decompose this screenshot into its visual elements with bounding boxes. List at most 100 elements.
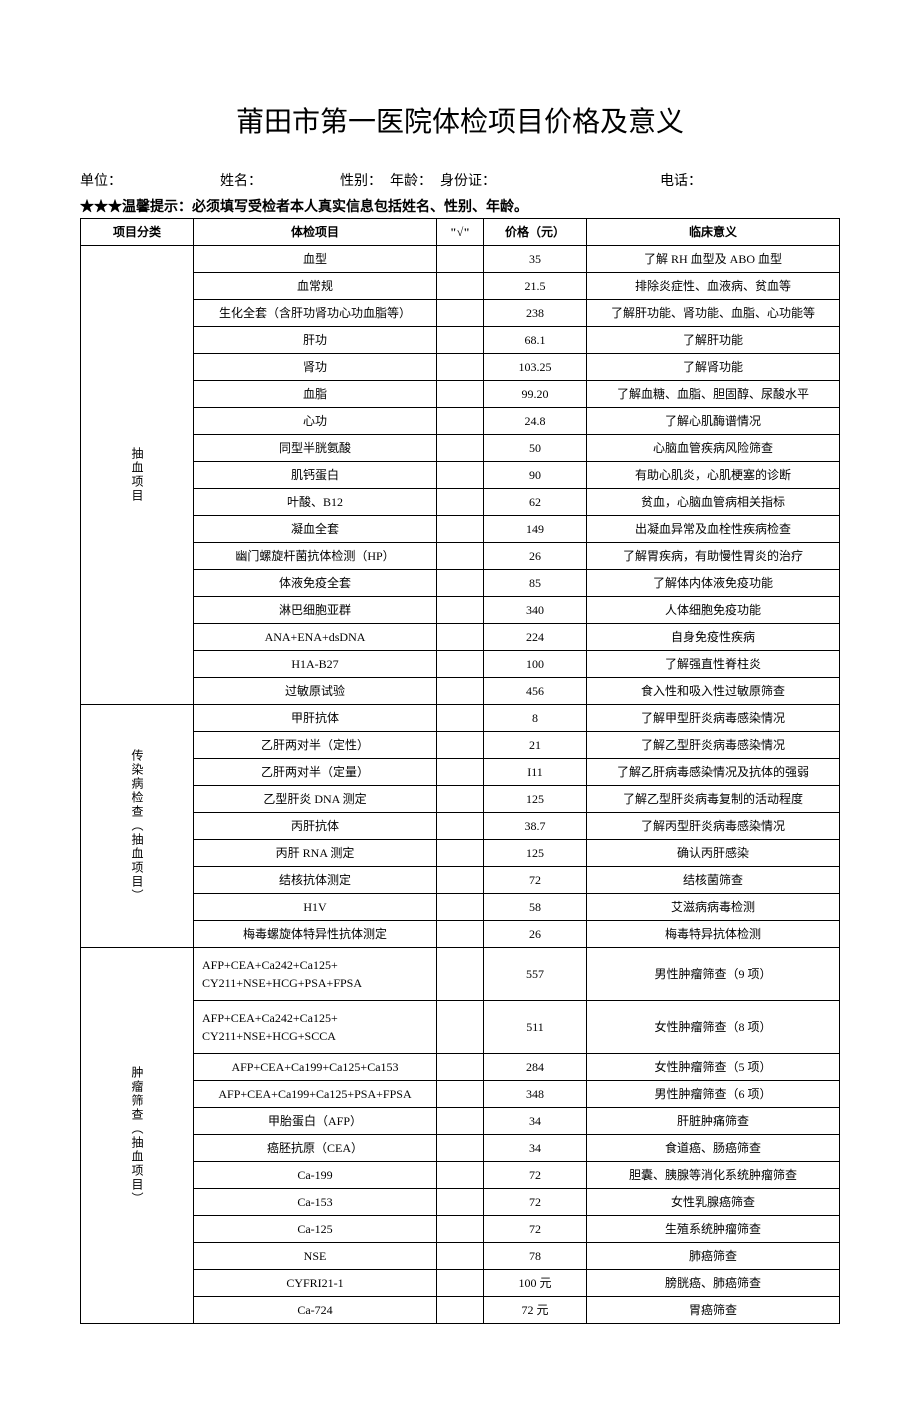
meaning-cell: 了解胃疾病，有助慢性胃炎的治疗	[587, 543, 840, 570]
meaning-cell: 了解乙型肝炎病毒复制的活动程度	[587, 786, 840, 813]
meaning-cell: 出凝血异常及血栓性疾病检查	[587, 516, 840, 543]
check-cell[interactable]	[437, 894, 484, 921]
check-cell[interactable]	[437, 516, 484, 543]
check-cell[interactable]	[437, 408, 484, 435]
check-cell[interactable]	[437, 705, 484, 732]
check-cell[interactable]	[437, 1189, 484, 1216]
item-cell: 甲肝抗体	[194, 705, 437, 732]
check-cell[interactable]	[437, 462, 484, 489]
price-cell: 21.5	[484, 273, 587, 300]
meaning-cell: 女性肿瘤筛查（5 项）	[587, 1054, 840, 1081]
item-cell: AFP+CEA+Ca242+Ca125+ CY211+NSE+HCG+PSA+F…	[194, 948, 437, 1001]
check-cell[interactable]	[437, 1270, 484, 1297]
meaning-cell: 男性肿瘤筛查（6 项）	[587, 1081, 840, 1108]
item-cell: NSE	[194, 1243, 437, 1270]
check-cell[interactable]	[437, 1108, 484, 1135]
price-cell: 26	[484, 543, 587, 570]
price-cell: 85	[484, 570, 587, 597]
check-cell[interactable]	[437, 435, 484, 462]
check-cell[interactable]	[437, 381, 484, 408]
price-cell: 68.1	[484, 327, 587, 354]
item-cell: 淋巴细胞亚群	[194, 597, 437, 624]
check-cell[interactable]	[437, 597, 484, 624]
table-row: AFP+CEA+Ca242+Ca125+ CY211+NSE+HCG+SCCA 5…	[81, 1001, 840, 1054]
table-row: H1V58艾滋病病毒检测	[81, 894, 840, 921]
check-cell[interactable]	[437, 489, 484, 516]
table-row: NSE78肺癌筛查	[81, 1243, 840, 1270]
meaning-cell: 艾滋病病毒检测	[587, 894, 840, 921]
meaning-cell: 膀胱癌、肺癌筛查	[587, 1270, 840, 1297]
price-cell: 125	[484, 840, 587, 867]
check-cell[interactable]	[437, 678, 484, 705]
table-row: 体液免疫全套85了解体内体液免疫功能	[81, 570, 840, 597]
check-cell[interactable]	[437, 786, 484, 813]
info-line: 单位： 姓名： 性别： 年龄： 身份证： 电话：	[80, 170, 840, 190]
price-cell: 72	[484, 867, 587, 894]
item-cell: AFP+CEA+Ca242+Ca125+ CY211+NSE+HCG+SCCA	[194, 1001, 437, 1054]
table-row: 生化全套（含肝功肾功心功血脂等）238了解肝功能、肾功能、血脂、心功能等	[81, 300, 840, 327]
meaning-cell: 食道癌、肠癌筛查	[587, 1135, 840, 1162]
item-cell: AFP+CEA+Ca199+Ca125+Ca153	[194, 1054, 437, 1081]
table-row: ANA+ENA+dsDNA224自身免疫性疾病	[81, 624, 840, 651]
item-cell: 血脂	[194, 381, 437, 408]
check-cell[interactable]	[437, 543, 484, 570]
check-cell[interactable]	[437, 300, 484, 327]
table-header-row: 项目分类 体检项目 "√" 价格（元） 临床意义	[81, 219, 840, 246]
item-cell: Ca-125	[194, 1216, 437, 1243]
name-label: 姓名：	[220, 170, 340, 190]
item-cell: 丙肝 RNA 测定	[194, 840, 437, 867]
meaning-cell: 生殖系统肿瘤筛查	[587, 1216, 840, 1243]
check-cell[interactable]	[437, 1135, 484, 1162]
check-cell[interactable]	[437, 813, 484, 840]
check-cell[interactable]	[437, 354, 484, 381]
check-cell[interactable]	[437, 1081, 484, 1108]
table-row: 肿瘤筛查（抽血项目）AFP+CEA+Ca242+Ca125+ CY211+NSE…	[81, 948, 840, 1001]
table-row: AFP+CEA+Ca199+Ca125+PSA+FPSA348男性肿瘤筛查（6 …	[81, 1081, 840, 1108]
check-cell[interactable]	[437, 1216, 484, 1243]
check-cell[interactable]	[437, 327, 484, 354]
check-cell[interactable]	[437, 948, 484, 1001]
price-cell: 62	[484, 489, 587, 516]
table-row: Ca-12572生殖系统肿瘤筛查	[81, 1216, 840, 1243]
item-cell: 甲胎蛋白（AFP）	[194, 1108, 437, 1135]
meaning-cell: 女性乳腺癌筛查	[587, 1189, 840, 1216]
item-cell: 幽门螺旋杆菌抗体检测（HP）	[194, 543, 437, 570]
check-cell[interactable]	[437, 759, 484, 786]
item-cell: 生化全套（含肝功肾功心功血脂等）	[194, 300, 437, 327]
table-row: 凝血全套149出凝血异常及血栓性疾病检查	[81, 516, 840, 543]
meaning-cell: 了解肝功能	[587, 327, 840, 354]
meaning-cell: 男性肿瘤筛查（9 项）	[587, 948, 840, 1001]
meaning-cell: 了解丙型肝炎病毒感染情况	[587, 813, 840, 840]
check-cell[interactable]	[437, 1054, 484, 1081]
check-cell[interactable]	[437, 1243, 484, 1270]
age-label: 年龄：	[390, 170, 440, 190]
check-cell[interactable]	[437, 867, 484, 894]
table-row: 癌胚抗原（CEA）34食道癌、肠癌筛查	[81, 1135, 840, 1162]
check-cell[interactable]	[437, 246, 484, 273]
meaning-cell: 了解心肌酶谱情况	[587, 408, 840, 435]
meaning-cell: 排除炎症性、血液病、贫血等	[587, 273, 840, 300]
table-row: Ca-19972胆囊、胰腺等消化系统肿瘤筛查	[81, 1162, 840, 1189]
check-cell[interactable]	[437, 273, 484, 300]
price-cell: 125	[484, 786, 587, 813]
price-cell: 511	[484, 1001, 587, 1054]
item-cell: 肾功	[194, 354, 437, 381]
table-row: 肝功68.1了解肝功能	[81, 327, 840, 354]
meaning-cell: 食入性和吸入性过敏原筛查	[587, 678, 840, 705]
table-row: 乙肝两对半（定性）21了解乙型肝炎病毒感染情况	[81, 732, 840, 759]
check-cell[interactable]	[437, 840, 484, 867]
meaning-cell: 肝脏肿痛筛查	[587, 1108, 840, 1135]
meaning-cell: 梅毒特异抗体检测	[587, 921, 840, 948]
check-cell[interactable]	[437, 624, 484, 651]
check-cell[interactable]	[437, 1001, 484, 1054]
check-cell[interactable]	[437, 651, 484, 678]
check-cell[interactable]	[437, 921, 484, 948]
meaning-cell: 结核菌筛查	[587, 867, 840, 894]
item-cell: 同型半胱氨酸	[194, 435, 437, 462]
check-cell[interactable]	[437, 570, 484, 597]
item-cell: 乙肝两对半（定量）	[194, 759, 437, 786]
price-cell: 26	[484, 921, 587, 948]
price-cell: 50	[484, 435, 587, 462]
check-cell[interactable]	[437, 1162, 484, 1189]
check-cell[interactable]	[437, 732, 484, 759]
